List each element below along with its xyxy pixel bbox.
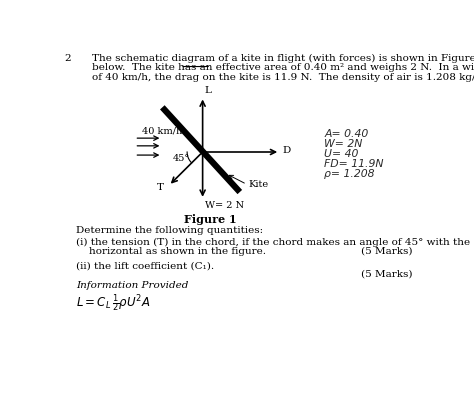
Text: ρ= 1.208: ρ= 1.208 bbox=[324, 169, 375, 179]
Text: horizontal as shown in the figure.: horizontal as shown in the figure. bbox=[76, 247, 266, 256]
Text: The schematic diagram of a kite in flight (with forces) is shown in Figure 1 giv: The schematic diagram of a kite in fligh… bbox=[92, 54, 474, 63]
Text: Determine the following quantities:: Determine the following quantities: bbox=[76, 226, 264, 235]
Text: (5 Marks): (5 Marks) bbox=[361, 247, 413, 256]
Text: 2: 2 bbox=[64, 54, 71, 63]
Text: (5 Marks): (5 Marks) bbox=[361, 270, 413, 279]
Text: (ii) the lift coefficient (C₁).: (ii) the lift coefficient (C₁). bbox=[76, 261, 214, 270]
Text: Figure 1: Figure 1 bbox=[184, 214, 237, 225]
Text: W= 2 N: W= 2 N bbox=[205, 201, 244, 210]
Text: D: D bbox=[283, 146, 291, 155]
Text: U= 40: U= 40 bbox=[324, 149, 359, 159]
Text: 45°: 45° bbox=[173, 154, 190, 163]
Text: 40 km/h: 40 km/h bbox=[142, 126, 182, 136]
Text: $L = C_L\,\frac{1}{2}\rho U^2 A$: $L = C_L\,\frac{1}{2}\rho U^2 A$ bbox=[76, 292, 151, 314]
Text: FD= 11.9N: FD= 11.9N bbox=[324, 159, 384, 169]
Text: W= 2N: W= 2N bbox=[324, 139, 363, 149]
Text: L: L bbox=[205, 86, 212, 95]
Text: T: T bbox=[157, 184, 164, 192]
Text: of 40 km/h, the drag on the kite is 11.9 N.  The density of air is 1.208 kg/m³.: of 40 km/h, the drag on the kite is 11.9… bbox=[92, 72, 474, 82]
Text: A= 0.40: A= 0.40 bbox=[324, 129, 369, 139]
Text: Kite: Kite bbox=[248, 180, 268, 189]
Text: (i) the tension (T) in the chord, if the chord makes an angle of 45° with the: (i) the tension (T) in the chord, if the… bbox=[76, 238, 470, 247]
Text: below.  The kite has an effective area of 0.40 m² and weighs 2 N.  In a wind spe: below. The kite has an effective area of… bbox=[92, 63, 474, 72]
Text: Information Provided: Information Provided bbox=[76, 281, 189, 290]
